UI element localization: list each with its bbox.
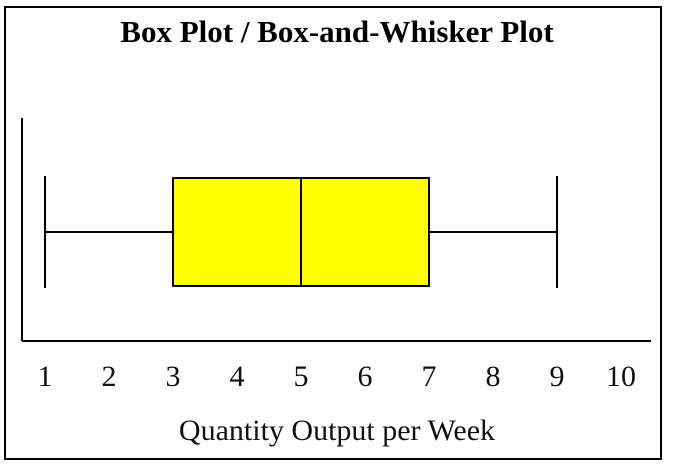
- x-tick-label: 6: [358, 360, 373, 393]
- x-tick-label: 4: [230, 360, 245, 393]
- x-tick-label: 10: [606, 360, 636, 393]
- x-tick-label: 5: [294, 360, 309, 393]
- box-and-whisker: [44, 176, 558, 288]
- x-axis-label: Quantity Output per Week: [178, 414, 496, 447]
- x-tick-label: 1: [38, 360, 53, 393]
- x-tick-label: 3: [166, 360, 181, 393]
- x-tick-labels: 1 2 3 4 5 6 7 8 9 10: [38, 360, 637, 393]
- x-tick-label: 8: [486, 360, 501, 393]
- x-tick-label: 2: [102, 360, 117, 393]
- chart-title: Box Plot / Box-and-Whisker Plot: [120, 14, 554, 49]
- x-tick-label: 7: [422, 360, 437, 393]
- x-tick-label: 9: [550, 360, 565, 393]
